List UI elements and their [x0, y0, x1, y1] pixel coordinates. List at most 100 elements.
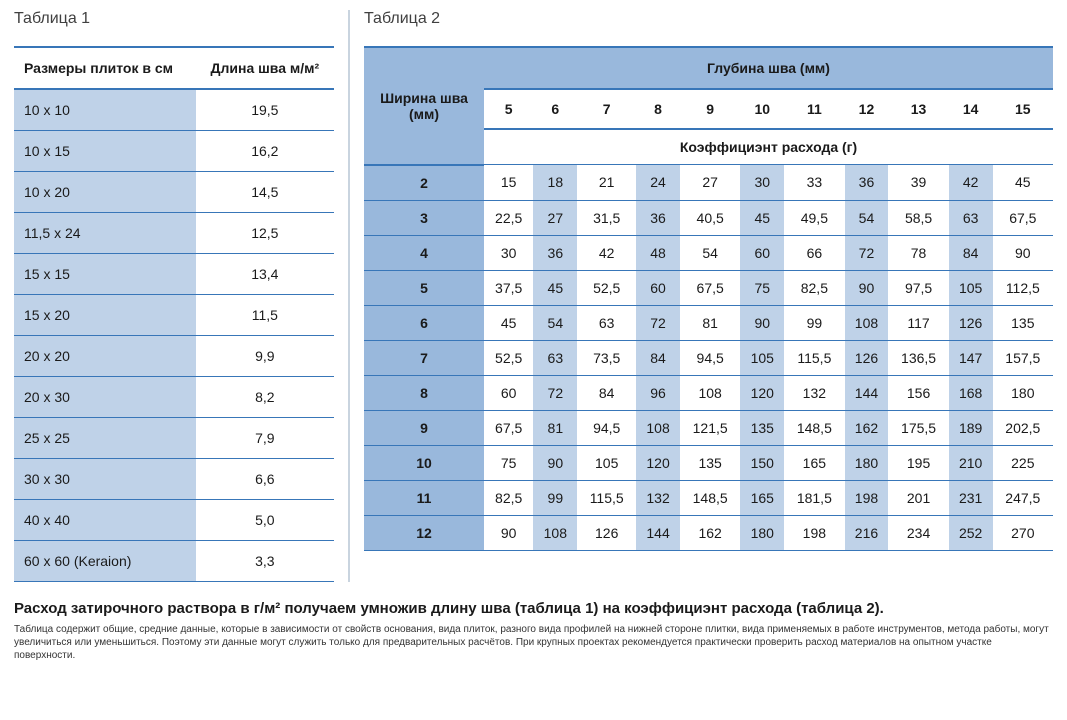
t2-coef-cell: 36	[845, 165, 889, 201]
t2-coef-cell: 115,5	[577, 480, 636, 515]
t2-coef-cell: 90	[533, 445, 577, 480]
t2-coef-cell: 45	[533, 270, 577, 305]
t2-coef-cell: 147	[949, 340, 993, 375]
t2-width-cell: 11	[364, 480, 484, 515]
t2-coef-cell: 66	[784, 235, 844, 270]
table-row: 30 x 306,6	[14, 459, 334, 500]
t2-coef-cell: 108	[845, 305, 889, 340]
table-row: 10 x 2014,5	[14, 172, 334, 213]
t2-coef-cell: 148,5	[680, 480, 740, 515]
t1-size-cell: 11,5 x 24	[14, 213, 196, 254]
t2-depth-header: 8	[636, 89, 680, 129]
t2-coef-cell: 162	[845, 410, 889, 445]
t2-coef-cell: 105	[740, 340, 784, 375]
t2-coef-cell: 75	[484, 445, 533, 480]
t1-length-cell: 14,5	[196, 172, 334, 213]
t2-coef-cell: 201	[888, 480, 948, 515]
t2-coef-cell: 165	[784, 445, 844, 480]
t2-coef-cell: 39	[888, 165, 948, 201]
t1-length-cell: 3,3	[196, 541, 334, 582]
table-row: 21518212427303336394245	[364, 165, 1053, 201]
t2-coef-cell: 45	[993, 165, 1053, 201]
t2-top-header: Глубина шва (мм)	[484, 47, 1053, 89]
t2-coef-cell: 202,5	[993, 410, 1053, 445]
t2-coef-cell: 99	[784, 305, 844, 340]
t2-coef-cell: 18	[533, 165, 577, 201]
t2-depth-header: 6	[533, 89, 577, 129]
t2-coef-cell: 135	[680, 445, 740, 480]
t2-width-cell: 7	[364, 340, 484, 375]
t2-coef-cell: 216	[845, 515, 889, 550]
table-row: 10 x 1019,5	[14, 89, 334, 131]
t2-coef-cell: 30	[484, 235, 533, 270]
t2-coef-cell: 84	[949, 235, 993, 270]
t2-coef-cell: 180	[845, 445, 889, 480]
t2-coef-cell: 90	[993, 235, 1053, 270]
t2-coef-cell: 40,5	[680, 200, 740, 235]
table2-title: Таблица 2	[364, 10, 1053, 28]
table-row: 860728496108120132144156168180	[364, 375, 1053, 410]
table-row: 1182,599115,5132148,5165181,519820123124…	[364, 480, 1053, 515]
t2-coef-cell: 252	[949, 515, 993, 550]
t1-col-length: Длина шва м/м²	[196, 47, 334, 89]
t2-coef-cell: 58,5	[888, 200, 948, 235]
t2-coef-cell: 225	[993, 445, 1053, 480]
t2-coef-cell: 67,5	[680, 270, 740, 305]
t2-width-cell: 2	[364, 165, 484, 201]
t2-coef-cell: 144	[636, 515, 680, 550]
t2-coef-cell: 54	[680, 235, 740, 270]
t2-coef-cell: 126	[845, 340, 889, 375]
t2-coef-cell: 198	[784, 515, 844, 550]
t2-coef-cell: 42	[577, 235, 636, 270]
t2-coef-cell: 180	[740, 515, 784, 550]
t2-coef-cell: 24	[636, 165, 680, 201]
t2-coef-cell: 36	[636, 200, 680, 235]
t2-width-cell: 6	[364, 305, 484, 340]
t2-coef-cell: 175,5	[888, 410, 948, 445]
t2-coef-cell: 60	[636, 270, 680, 305]
t2-coef-cell: 135	[740, 410, 784, 445]
t1-size-cell: 10 x 10	[14, 89, 196, 131]
t2-coef-cell: 90	[845, 270, 889, 305]
t2-coef-cell: 52,5	[484, 340, 533, 375]
t2-coef-cell: 148,5	[784, 410, 844, 445]
table-row: 1290108126144162180198216234252270	[364, 515, 1053, 550]
t2-depth-header: 13	[888, 89, 948, 129]
t2-coef-cell: 198	[845, 480, 889, 515]
t2-coef-cell: 97,5	[888, 270, 948, 305]
table-row: 25 x 257,9	[14, 418, 334, 459]
t2-coef-cell: 120	[740, 375, 784, 410]
t2-coef-cell: 94,5	[680, 340, 740, 375]
t2-coef-cell: 162	[680, 515, 740, 550]
t2-width-cell: 4	[364, 235, 484, 270]
table-row: 645546372819099108117126135	[364, 305, 1053, 340]
t2-coef-cell: 105	[949, 270, 993, 305]
footer-lead: Расход затирочного раствора в г/м² получ…	[14, 600, 1053, 617]
t2-coef-cell: 117	[888, 305, 948, 340]
t1-size-cell: 15 x 20	[14, 295, 196, 336]
t2-coef-cell: 135	[993, 305, 1053, 340]
t2-coef-cell: 195	[888, 445, 948, 480]
t2-coef-cell: 126	[577, 515, 636, 550]
t2-coef-cell: 96	[636, 375, 680, 410]
t2-coef-cell: 72	[533, 375, 577, 410]
table-row: 15 x 2011,5	[14, 295, 334, 336]
t2-coef-cell: 168	[949, 375, 993, 410]
t2-width-cell: 10	[364, 445, 484, 480]
t2-depth-header: 14	[949, 89, 993, 129]
t2-coef-cell: 84	[636, 340, 680, 375]
table-row: 60 x 60 (Keraion)3,3	[14, 541, 334, 582]
t2-width-cell: 9	[364, 410, 484, 445]
t1-col-sizes: Размеры плиток в см	[14, 47, 196, 89]
t2-coef-cell: 181,5	[784, 480, 844, 515]
table-row: 40 x 405,0	[14, 500, 334, 541]
t2-coef-header: Коэффициэнт расхода (г)	[484, 129, 1053, 165]
t2-coef-cell: 132	[636, 480, 680, 515]
t2-coef-cell: 231	[949, 480, 993, 515]
t2-coef-cell: 63	[949, 200, 993, 235]
t2-coef-cell: 234	[888, 515, 948, 550]
table1-title: Таблица 1	[14, 10, 334, 28]
table1: Размеры плиток в см Длина шва м/м² 10 x …	[14, 46, 334, 582]
t2-coef-cell: 136,5	[888, 340, 948, 375]
table-row: 15 x 1513,4	[14, 254, 334, 295]
